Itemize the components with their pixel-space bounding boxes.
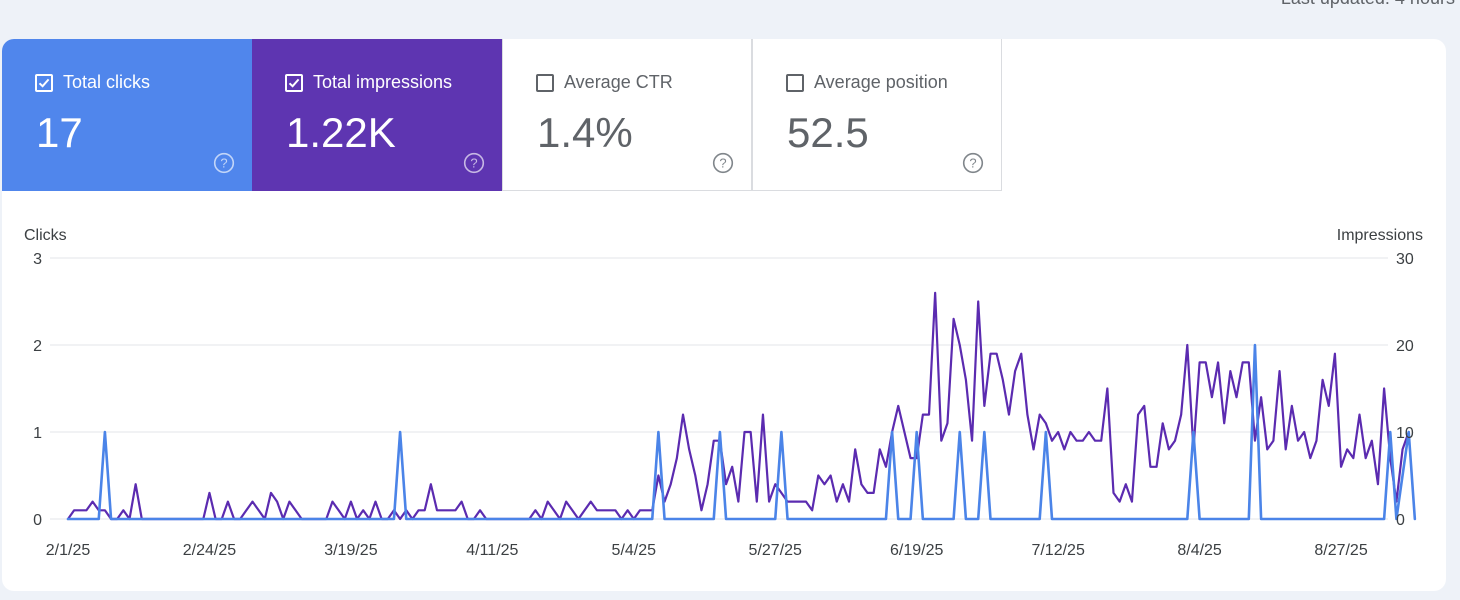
help-icon[interactable]: ? <box>962 152 984 174</box>
help-icon[interactable]: ? <box>213 152 235 174</box>
metric-average-ctr[interactable]: Average CTR 1.4% ? <box>502 39 752 191</box>
checkbox-checked-icon[interactable] <box>35 74 53 92</box>
right-tick-label: 30 <box>1396 251 1414 268</box>
right-tick-label: 20 <box>1396 338 1414 355</box>
metric-label: Average CTR <box>564 72 673 92</box>
metric-label: Total impressions <box>313 72 453 92</box>
left-tick-label: 0 <box>33 512 42 529</box>
left-tick-label: 1 <box>33 425 42 442</box>
svg-text:?: ? <box>470 156 477 171</box>
svg-text:?: ? <box>220 156 227 171</box>
metric-average-position[interactable]: Average position 52.5 ? <box>752 39 1002 191</box>
metric-value: 1.4% <box>537 109 633 156</box>
metric-value: 1.22K <box>286 109 396 156</box>
x-tick-label: 6/19/25 <box>890 542 943 559</box>
series-line-clicks <box>66 343 1417 521</box>
x-tick-label: 2/1/25 <box>46 542 91 559</box>
metric-total-clicks[interactable]: Total clicks 17 ? <box>2 39 252 191</box>
x-tick-label: 7/12/25 <box>1031 542 1084 559</box>
x-tick-label: 3/19/25 <box>324 542 377 559</box>
svg-text:?: ? <box>719 156 726 171</box>
help-icon[interactable]: ? <box>712 152 734 174</box>
x-tick-label: 5/27/25 <box>749 542 802 559</box>
checkbox-checked-icon[interactable] <box>285 74 303 92</box>
right-axis-title: Impressions <box>1337 227 1423 244</box>
metric-label: Total clicks <box>63 72 151 92</box>
x-tick-label: 2/24/25 <box>183 542 236 559</box>
last-updated-text: Last updated: 4 hours ago <box>1281 0 1460 9</box>
metric-tabs: Total clicks 17 ? Total impressions 1.22… <box>2 39 1002 191</box>
metric-value: 52.5 <box>787 109 869 156</box>
x-tick-label: 4/11/25 <box>466 542 518 559</box>
left-tick-label: 2 <box>33 338 42 355</box>
x-tick-label: 8/27/25 <box>1314 542 1367 559</box>
metric-label: Average position <box>814 72 948 92</box>
x-tick-label: 8/4/25 <box>1177 542 1222 559</box>
right-tick-label: 10 <box>1396 425 1414 442</box>
svg-text:?: ? <box>969 156 976 171</box>
left-tick-label: 3 <box>33 251 42 268</box>
metric-value: 17 <box>36 109 83 156</box>
checkbox-unchecked-icon[interactable] <box>786 74 804 92</box>
metric-total-impressions[interactable]: Total impressions 1.22K ? <box>252 39 502 191</box>
checkbox-unchecked-icon[interactable] <box>536 74 554 92</box>
left-axis-title: Clicks <box>24 227 67 244</box>
right-tick-label: 0 <box>1396 512 1405 529</box>
help-icon[interactable]: ? <box>463 152 485 174</box>
x-tick-label: 5/4/25 <box>612 542 657 559</box>
series-line-impressions <box>66 291 1410 521</box>
